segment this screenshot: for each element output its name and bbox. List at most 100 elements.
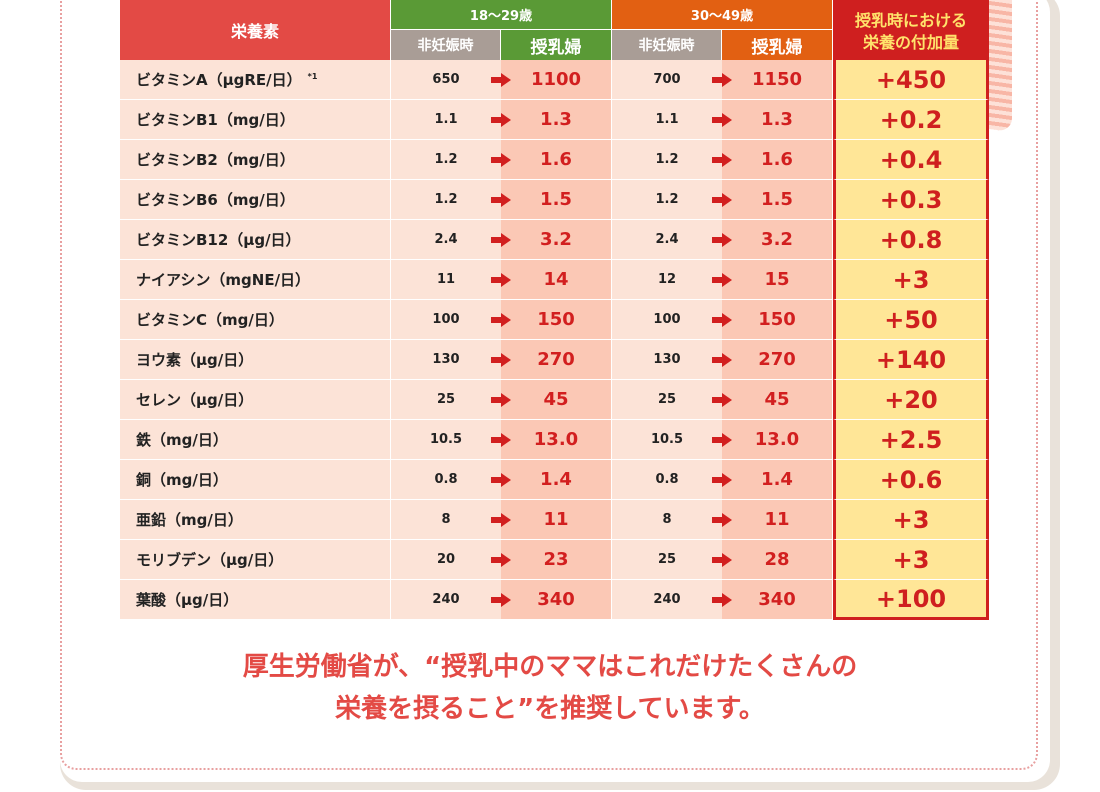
right-arrow-icon (712, 472, 732, 487)
value-non-pregnant-30-49: 100 (612, 300, 732, 340)
nutrient-name: ビタミンB2（mg/日） (120, 140, 391, 180)
nutrient-name-text: 亜鉛（mg/日） (136, 511, 243, 529)
value-lactating-30-49: 45 (722, 380, 833, 420)
value-non-pregnant-30-49: 1.2 (612, 180, 732, 220)
value-text: 1.2 (655, 152, 679, 167)
value-text: 1.1 (434, 112, 458, 127)
right-arrow-icon (491, 152, 511, 167)
right-arrow-icon (491, 272, 511, 287)
additional-amount: +0.4 (833, 140, 989, 180)
value-text: 130 (653, 352, 681, 367)
value-non-pregnant-18-29: 25 (391, 380, 511, 420)
value-non-pregnant-30-49: 1.1 (612, 100, 732, 140)
value-non-pregnant-30-49: 2.4 (612, 220, 732, 260)
value-text: 1.2 (434, 192, 458, 207)
value-non-pregnant-30-49: 240 (612, 580, 732, 620)
value-non-pregnant-30-49: 10.5 (612, 420, 732, 460)
nutrient-name: セレン（μg/日） (120, 380, 391, 420)
value-text: 11 (436, 272, 456, 287)
right-arrow-icon (491, 192, 511, 207)
value-text: 8 (441, 512, 451, 527)
value-non-pregnant-18-29: 20 (391, 540, 511, 580)
header-lactating-2: 授乳婦 (722, 30, 833, 60)
right-arrow-icon (491, 312, 511, 327)
right-arrow-icon (491, 472, 511, 487)
nutrient-name-text: ヨウ素（μg/日） (136, 351, 254, 369)
right-arrow-icon (712, 592, 732, 607)
additional-amount: +0.3 (833, 180, 989, 220)
value-non-pregnant-30-49: 12 (612, 260, 732, 300)
message-line2: 栄養を摂ること”を推奨しています。 (335, 694, 765, 724)
right-arrow-icon (712, 512, 732, 527)
right-arrow-icon (712, 312, 732, 327)
table-row: ビタミンA（μgRE/日） *1 650 1100 700 1150 +450 (120, 60, 989, 100)
value-text: 2.4 (655, 232, 679, 247)
header-age-30-49: 30～49歳 (612, 0, 833, 30)
right-arrow-icon (491, 352, 511, 367)
nutrient-name-text: ナイアシン（mgNE/日） (136, 271, 311, 289)
value-text: 12 (657, 272, 677, 287)
value-non-pregnant-30-49: 25 (612, 380, 732, 420)
value-text: 130 (432, 352, 460, 367)
nutrient-name-text: 葉酸（μg/日） (136, 591, 239, 609)
value-non-pregnant-30-49: 25 (612, 540, 732, 580)
header-add-line1: 授乳時における (854, 10, 967, 30)
value-text: 10.5 (429, 432, 463, 447)
value-text: 0.8 (655, 472, 679, 487)
value-lactating-18-29: 3.2 (501, 220, 612, 260)
right-arrow-icon (712, 72, 732, 87)
header-non-pregnant-1: 非妊娠時 (391, 30, 501, 60)
right-arrow-icon (491, 592, 511, 607)
nutrient-name-text: セレン（μg/日） (136, 391, 254, 409)
value-non-pregnant-18-29: 2.4 (391, 220, 511, 260)
nutrient-name-text: 鉄（mg/日） (136, 431, 228, 449)
right-arrow-icon (712, 432, 732, 447)
value-lactating-18-29: 13.0 (501, 420, 612, 460)
value-text: 20 (436, 552, 456, 567)
value-non-pregnant-18-29: 1.2 (391, 180, 511, 220)
value-text: 1.1 (655, 112, 679, 127)
additional-amount: +20 (833, 380, 989, 420)
table-row: ビタミンC（mg/日） 100 150 100 150 +50 (120, 300, 989, 340)
value-text: 8 (662, 512, 672, 527)
value-lactating-18-29: 1.6 (501, 140, 612, 180)
header-nutrient: 栄養素 (120, 0, 391, 60)
card-dotted-border (60, 0, 1038, 770)
value-lactating-18-29: 11 (501, 500, 612, 540)
table-row: ヨウ素（μg/日） 130 270 130 270 +140 (120, 340, 989, 380)
additional-amount: +3 (833, 500, 989, 540)
value-lactating-30-49: 28 (722, 540, 833, 580)
recommendation-message: 厚生労働省が、“授乳中のママはこれだけたくさんの 栄養を摂ること”を推奨していま… (120, 646, 980, 730)
additional-amount: +140 (833, 340, 989, 380)
nutrient-name: 葉酸（μg/日） (120, 580, 391, 620)
table-row: ビタミンB2（mg/日） 1.2 1.6 1.2 1.6 +0.4 (120, 140, 989, 180)
additional-amount: +0.2 (833, 100, 989, 140)
value-non-pregnant-18-29: 1.1 (391, 100, 511, 140)
table-row: 銅（mg/日） 0.8 1.4 0.8 1.4 +0.6 (120, 460, 989, 500)
value-lactating-30-49: 13.0 (722, 420, 833, 460)
nutrient-name-text: ビタミンB6（mg/日） (136, 191, 295, 209)
additional-amount: +100 (833, 580, 989, 620)
value-text: 10.5 (650, 432, 684, 447)
table-row: 亜鉛（mg/日） 8 11 8 11 +3 (120, 500, 989, 540)
nutrient-name-text: ビタミンA（μgRE/日） (136, 71, 302, 89)
value-lactating-18-29: 45 (501, 380, 612, 420)
right-arrow-icon (491, 72, 511, 87)
table-row: セレン（μg/日） 25 45 25 45 +20 (120, 380, 989, 420)
header-lactating-1: 授乳婦 (501, 30, 612, 60)
table-row: モリブデン（μg/日） 20 23 25 28 +3 (120, 540, 989, 580)
value-non-pregnant-18-29: 100 (391, 300, 511, 340)
value-lactating-30-49: 270 (722, 340, 833, 380)
nutrient-name: モリブデン（μg/日） (120, 540, 391, 580)
value-lactating-30-49: 3.2 (722, 220, 833, 260)
nutrient-table: 栄養素 18～29歳 30～49歳 授乳時における 栄養の付加量 非妊娠時 授乳… (120, 0, 989, 620)
additional-amount: +2.5 (833, 420, 989, 460)
table-row: ビタミンB1（mg/日） 1.1 1.3 1.1 1.3 +0.2 (120, 100, 989, 140)
right-arrow-icon (712, 232, 732, 247)
value-lactating-18-29: 1.4 (501, 460, 612, 500)
nutrient-name: ビタミンA（μgRE/日） *1 (120, 60, 391, 100)
header-additional-amount: 授乳時における 栄養の付加量 (833, 0, 989, 60)
table-row: ビタミンB6（mg/日） 1.2 1.5 1.2 1.5 +0.3 (120, 180, 989, 220)
value-lactating-30-49: 1.4 (722, 460, 833, 500)
value-text: 650 (432, 72, 460, 87)
